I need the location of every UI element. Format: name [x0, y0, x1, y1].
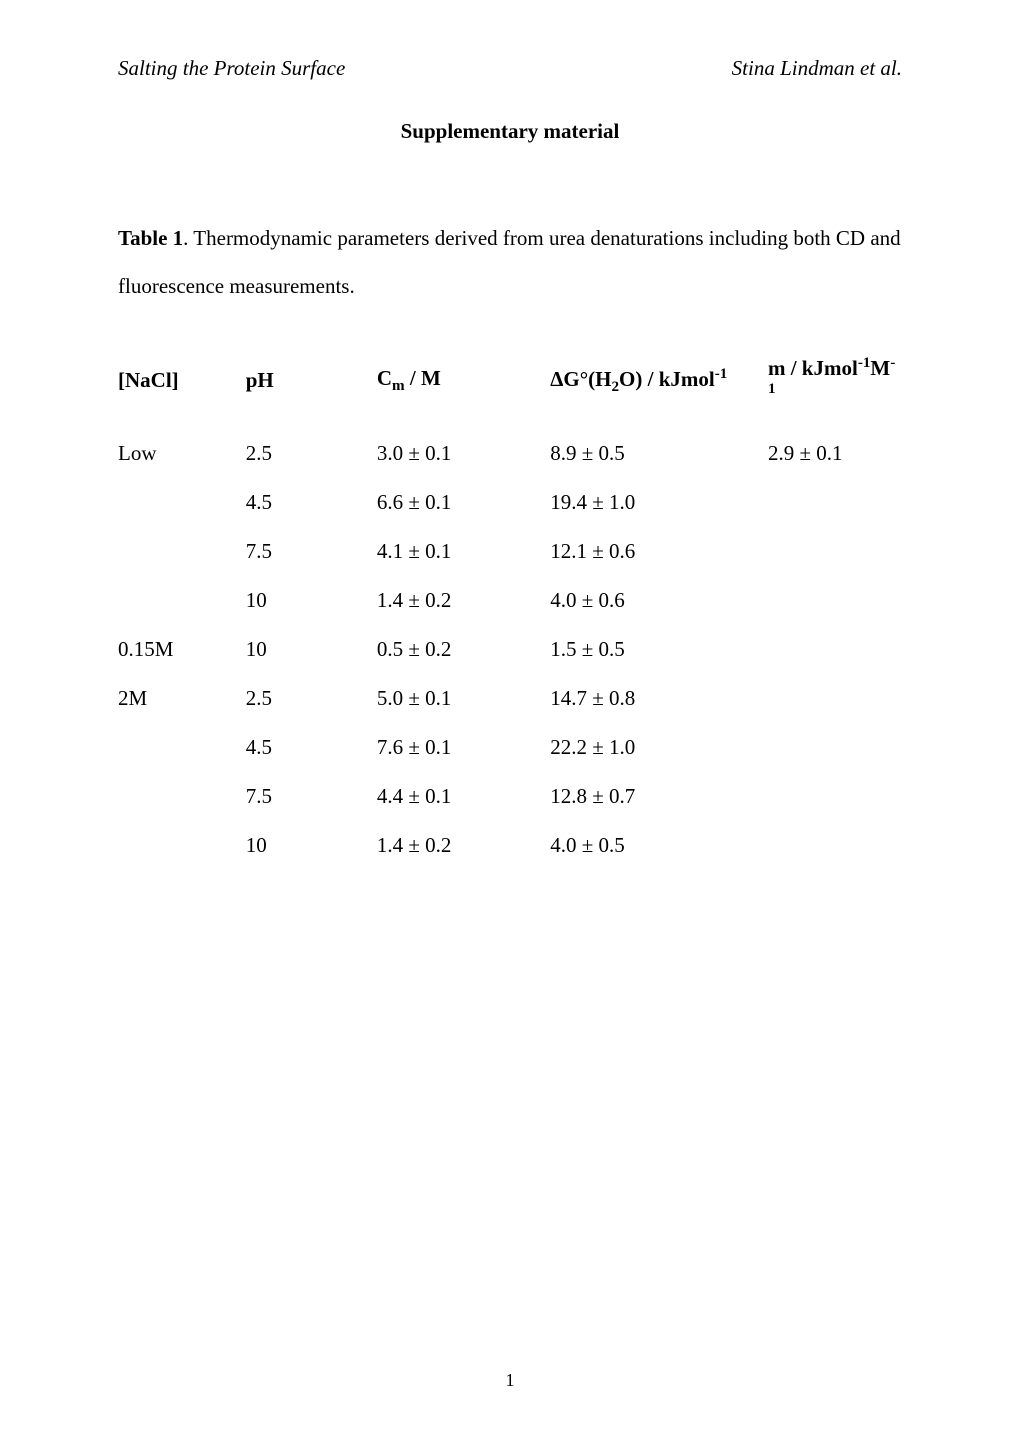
cell-nacl: Low	[118, 429, 246, 478]
dg-sup: -1	[715, 366, 728, 382]
cell-m	[768, 576, 902, 625]
table-row: 4.5 7.6 ± 0.1 22.2 ± 1.0	[118, 723, 902, 772]
cell-m	[768, 527, 902, 576]
section-title: Supplementary material	[118, 119, 902, 144]
table-row: 7.5 4.1 ± 0.1 12.1 ± 0.6	[118, 527, 902, 576]
cell-m	[768, 821, 902, 870]
cell-dg: 4.0 ± 0.6	[550, 576, 768, 625]
cell-m	[768, 478, 902, 527]
cell-nacl	[118, 478, 246, 527]
table-caption-text: . Thermodynamic parameters derived from …	[118, 226, 901, 298]
dg-mid: O) / kJmol	[619, 367, 715, 391]
running-head: Salting the Protein Surface Stina Lindma…	[118, 56, 902, 81]
cm-pre: C	[377, 366, 392, 390]
thermo-table: [NaCl] pH Cm / M ΔG°(H2O) / kJmol-1 m / …	[118, 355, 902, 870]
dg-sub: 2	[611, 379, 619, 395]
m-sup1: -1	[858, 355, 871, 371]
cell-cm: 7.6 ± 0.1	[377, 723, 550, 772]
cell-dg: 19.4 ± 1.0	[550, 478, 768, 527]
dg-pre: ΔG°(H	[550, 367, 611, 391]
col-header-ph: pH	[246, 355, 377, 429]
cell-cm: 4.1 ± 0.1	[377, 527, 550, 576]
cell-cm: 4.4 ± 0.1	[377, 772, 550, 821]
cell-ph: 2.5	[246, 429, 377, 478]
m-pre: m / kJmol	[768, 356, 858, 380]
cell-dg: 22.2 ± 1.0	[550, 723, 768, 772]
cell-cm: 5.0 ± 0.1	[377, 674, 550, 723]
table-body: Low 2.5 3.0 ± 0.1 8.9 ± 0.5 2.9 ± 0.1 4.…	[118, 429, 902, 870]
cell-m	[768, 625, 902, 674]
cell-dg: 4.0 ± 0.5	[550, 821, 768, 870]
col-header-dg: ΔG°(H2O) / kJmol-1	[550, 355, 768, 429]
m-mid: M	[870, 356, 890, 380]
running-head-right: Stina Lindman et al.	[732, 56, 902, 81]
cell-ph: 4.5	[246, 723, 377, 772]
cell-nacl: 2M	[118, 674, 246, 723]
cell-dg: 12.1 ± 0.6	[550, 527, 768, 576]
running-head-left: Salting the Protein Surface	[118, 56, 345, 81]
cell-dg: 14.7 ± 0.8	[550, 674, 768, 723]
cell-m: 2.9 ± 0.1	[768, 429, 902, 478]
cell-ph: 4.5	[246, 478, 377, 527]
cell-dg: 1.5 ± 0.5	[550, 625, 768, 674]
cell-ph: 10	[246, 821, 377, 870]
cm-sub: m	[392, 378, 405, 394]
table-row: 0.15M 10 0.5 ± 0.2 1.5 ± 0.5	[118, 625, 902, 674]
table-row: 10 1.4 ± 0.2 4.0 ± 0.5	[118, 821, 902, 870]
table-caption: Table 1. Thermodynamic parameters derive…	[118, 214, 902, 311]
page-number: 1	[0, 1370, 1020, 1391]
cell-m	[768, 723, 902, 772]
cell-m	[768, 674, 902, 723]
col-header-m: m / kJmol-1M-1	[768, 355, 902, 429]
cell-cm: 3.0 ± 0.1	[377, 429, 550, 478]
table-label: Table 1	[118, 226, 183, 250]
table-row: 7.5 4.4 ± 0.1 12.8 ± 0.7	[118, 772, 902, 821]
page: Salting the Protein Surface Stina Lindma…	[0, 0, 1020, 1443]
table-row: 10 1.4 ± 0.2 4.0 ± 0.6	[118, 576, 902, 625]
cell-nacl	[118, 576, 246, 625]
cell-m	[768, 772, 902, 821]
cell-ph: 2.5	[246, 674, 377, 723]
cell-cm: 6.6 ± 0.1	[377, 478, 550, 527]
table-row: 4.5 6.6 ± 0.1 19.4 ± 1.0	[118, 478, 902, 527]
cell-ph: 10	[246, 625, 377, 674]
table-row: 2M 2.5 5.0 ± 0.1 14.7 ± 0.8	[118, 674, 902, 723]
cell-nacl	[118, 723, 246, 772]
cell-ph: 7.5	[246, 527, 377, 576]
cell-nacl	[118, 527, 246, 576]
col-header-nacl: [NaCl]	[118, 355, 246, 429]
cm-post: / M	[405, 366, 441, 390]
cell-dg: 8.9 ± 0.5	[550, 429, 768, 478]
cell-ph: 7.5	[246, 772, 377, 821]
cell-nacl	[118, 772, 246, 821]
table-header-row: [NaCl] pH Cm / M ΔG°(H2O) / kJmol-1 m / …	[118, 355, 902, 429]
cell-cm: 1.4 ± 0.2	[377, 576, 550, 625]
cell-nacl	[118, 821, 246, 870]
table-row: Low 2.5 3.0 ± 0.1 8.9 ± 0.5 2.9 ± 0.1	[118, 429, 902, 478]
cell-dg: 12.8 ± 0.7	[550, 772, 768, 821]
cell-nacl: 0.15M	[118, 625, 246, 674]
col-header-cm: Cm / M	[377, 355, 550, 429]
cell-cm: 0.5 ± 0.2	[377, 625, 550, 674]
cell-cm: 1.4 ± 0.2	[377, 821, 550, 870]
cell-ph: 10	[246, 576, 377, 625]
